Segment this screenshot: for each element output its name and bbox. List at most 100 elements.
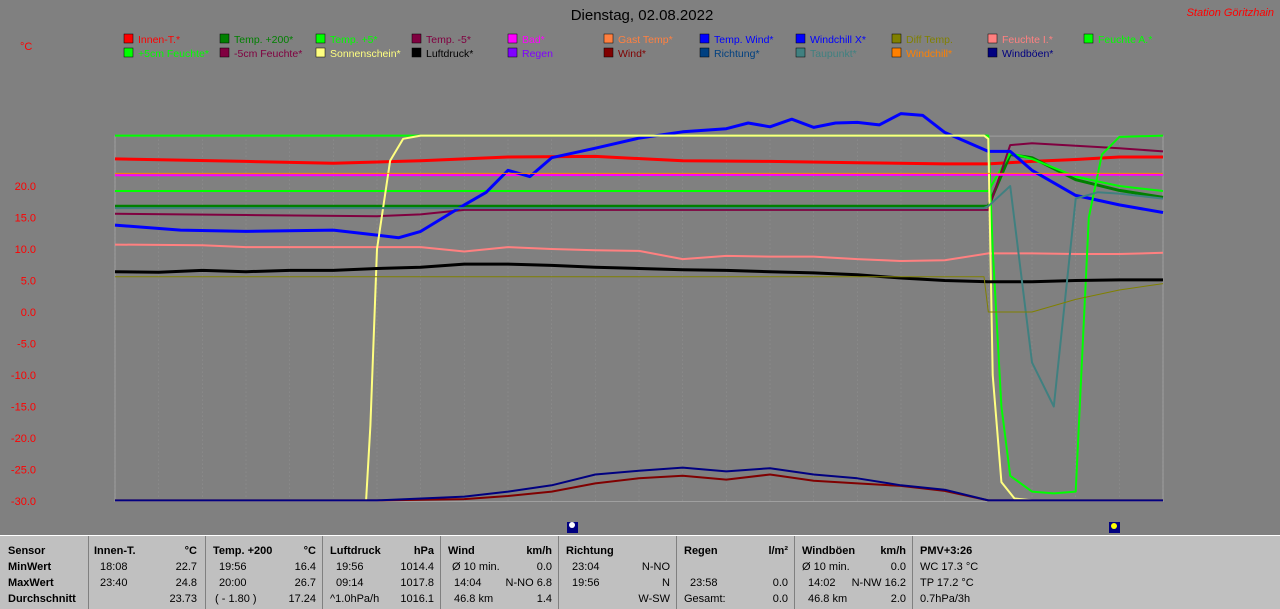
header-innen: Innen-T.: [94, 545, 136, 557]
legend-item: Feuchte I.*: [987, 33, 1053, 46]
legend-item: Windchill*: [891, 47, 952, 60]
temp-column: Temp. +200 °C 19:56 16.4 20:00 26.7 ( - …: [205, 536, 323, 609]
regen-total-label: Gesamt:: [684, 593, 726, 605]
y-tick-label: -5.0: [17, 339, 36, 351]
legend-label: Sonnenschein*: [330, 48, 401, 60]
moon-marker-icon: [1109, 522, 1120, 533]
header-boen-unit: km/h: [880, 545, 906, 557]
header-richtung: Richtung: [566, 545, 614, 557]
druck-avg-val: 1016.1: [400, 593, 434, 605]
legend-swatch: [219, 47, 230, 58]
pmv-taupunkt: TP 17.2 °C: [920, 577, 974, 589]
legend-label: Wind*: [618, 48, 646, 60]
header-druck-unit: hPa: [413, 545, 434, 557]
regen-column: Regen l/m² 23:58 0.0 Gesamt: 0.0: [676, 536, 795, 609]
y-tick-label: 15.0: [15, 213, 36, 225]
sensor-column: Sensor MinWert MaxWert Durchschnitt: [0, 536, 89, 609]
y-tick-label: -25.0: [11, 465, 36, 477]
legend-label: Bad*: [522, 34, 545, 46]
legend-item: Feuchte A.*: [1083, 33, 1152, 46]
wind-avg-val: 1.4: [536, 593, 552, 605]
temp-min-val: 16.4: [294, 561, 316, 573]
y-tick-label: 10.0: [15, 244, 36, 256]
legend-label: Temp. Wind*: [714, 34, 774, 46]
y-tick-label: -15.0: [11, 402, 36, 414]
series-line: [114, 173, 1164, 177]
legend-swatch: [507, 47, 518, 58]
series-line: [114, 154, 1163, 166]
legend-label: Luftdruck*: [426, 48, 473, 60]
innen-min-time: 18:08: [100, 561, 128, 573]
legend-item: Richtung*: [699, 47, 760, 60]
legend-label: Windböen*: [1002, 48, 1053, 60]
wind-column: Wind km/h Ø 10 min. 0.0 14:04 N-NO 6.8 4…: [440, 536, 559, 609]
y-tick-label: 20.0: [15, 181, 36, 193]
innen-column: Innen-T. °C 18:08 22.7 23:40 24.8 23.73: [88, 536, 206, 609]
legend-label: Windchill*: [906, 48, 952, 60]
legend-item: Bad*: [507, 33, 545, 46]
temp-avg-delta: ( - 1.80 ): [215, 593, 257, 605]
wind-min-label: Ø 10 min.: [452, 561, 500, 573]
pmv-column: PMV+3:26 WC 17.3 °C TP 17.2 °C 0.7hPa/3h: [912, 536, 1280, 609]
temp-max-time: 20:00: [219, 577, 247, 589]
row-label-avg: Durchschnitt: [8, 593, 76, 605]
boen-column: Windböen km/h Ø 10 min. 0.0 14:02 N-NW 1…: [794, 536, 913, 609]
temp-min-time: 19:56: [219, 561, 247, 573]
legend-item: -5cm Feuchte*: [219, 47, 302, 60]
legend-swatch: [987, 33, 998, 44]
header-regen-unit: l/m²: [768, 545, 788, 557]
header-druck: Luftdruck: [330, 545, 381, 557]
legend-swatch: [315, 47, 326, 58]
regen-total-val: 0.0: [772, 593, 788, 605]
series-line: [114, 112, 1164, 240]
richtung-column: Richtung 23:04 N-NO 19:56 N W-SW: [558, 536, 677, 609]
temp-avg-val: 17.24: [288, 593, 316, 605]
header-wind-unit: km/h: [526, 545, 552, 557]
legend-label: Feuchte I.*: [1002, 34, 1053, 46]
wind-max-time: 14:04: [454, 577, 482, 589]
druck-column: Luftdruck hPa 19:56 1014.4 09:14 1017.8 …: [322, 536, 441, 609]
series-line: [114, 142, 1164, 218]
legend-label: Temp. +200*: [234, 34, 293, 46]
y-unit-label: °C: [20, 41, 32, 53]
richtung-max-val: N: [662, 577, 670, 589]
legend-swatch: [1083, 33, 1094, 44]
legend-swatch: [315, 33, 326, 44]
series-line: [114, 262, 1163, 284]
legend-swatch: [699, 33, 710, 44]
y-tick-label: -10.0: [11, 370, 36, 382]
legend-item: Temp. -5*: [411, 33, 471, 46]
legend-label: Temp. -5*: [426, 34, 471, 46]
station-label: Station Göritzhain: [1187, 7, 1274, 19]
pmv-pressure-trend: 0.7hPa/3h: [920, 593, 971, 605]
legend-swatch: [891, 33, 902, 44]
wind-min-val: 0.0: [536, 561, 552, 573]
legend-label: Richtung*: [714, 48, 760, 60]
druck-trend: ^1.0hPa/h: [330, 593, 380, 605]
legend-item: Temp. +5*: [315, 33, 378, 46]
richtung-max-time: 19:56: [572, 577, 600, 589]
boen-max-time: 14:02: [808, 577, 836, 589]
header-sensor: Sensor: [8, 545, 46, 557]
legend-swatch: [507, 33, 518, 44]
weather-chart: Dienstag, 02.08.2022 Station Göritzhain …: [10, 7, 1274, 533]
wind-distance: 46.8 km: [454, 593, 494, 605]
row-label-min: MinWert: [8, 561, 52, 573]
legend-swatch: [123, 33, 134, 44]
series-group: [114, 112, 1164, 502]
druck-min-val: 1014.4: [400, 561, 434, 573]
y-tick-label: 0.0: [21, 307, 36, 319]
header-innen-unit: °C: [184, 545, 197, 557]
legend-item: Taupunkt*: [795, 47, 857, 60]
legend-swatch: [603, 47, 614, 58]
chart-title: Dienstag, 02.08.2022: [571, 7, 714, 24]
legend-label: Diff Temp.: [906, 34, 953, 46]
header-regen: Regen: [684, 545, 718, 557]
header-pmv: PMV+3:26: [920, 545, 973, 557]
druck-max-val: 1017.8: [400, 577, 434, 589]
legend-swatch: [891, 47, 902, 58]
druck-max-time: 09:14: [336, 577, 364, 589]
legend-item: Diff Temp.: [891, 33, 953, 46]
legend-swatch: [699, 47, 710, 58]
legend-swatch: [987, 47, 998, 58]
